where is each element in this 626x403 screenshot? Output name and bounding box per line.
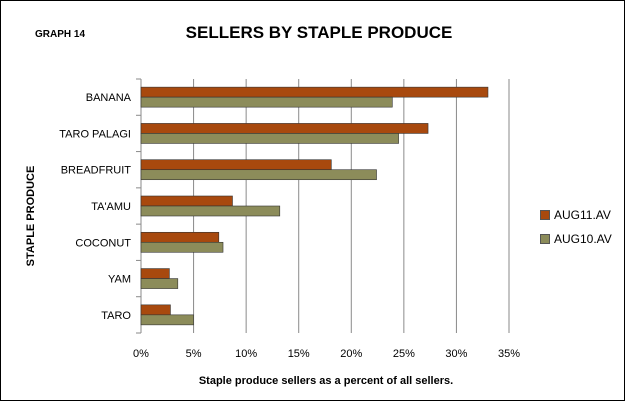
x-tick-label: 15%	[288, 348, 310, 360]
category-label: YAM	[108, 274, 131, 286]
bar-aug10	[140, 314, 194, 326]
x-tick-label: 10%	[235, 348, 257, 360]
bar-aug11	[140, 123, 429, 134]
y-axis-label: STAPLE PRODUCE	[25, 165, 37, 267]
category-label: BREADFRUIT	[61, 165, 132, 177]
chart-title: SELLERS BY STAPLE PRODUCE	[185, 23, 453, 42]
legend-swatch-aug10	[540, 234, 550, 244]
bar-aug10	[140, 133, 399, 144]
x-tick-label: 30%	[445, 348, 467, 360]
bar-aug11	[140, 159, 332, 171]
bar-aug11	[140, 195, 233, 207]
x-tick-label: 20%	[340, 348, 362, 360]
bar-aug10	[140, 241, 224, 253]
bar-aug11	[140, 86, 489, 98]
bar-aug10	[140, 278, 179, 289]
bar-aug11	[140, 231, 220, 243]
graph-label: GRAPH 14	[35, 29, 86, 40]
legend-swatch-aug11	[540, 210, 550, 220]
legend-item-aug11: AUG11.AV	[540, 207, 612, 223]
bar-aug10	[140, 96, 393, 108]
category-label: TARO	[101, 310, 131, 322]
bar-aug11	[140, 304, 171, 316]
legend-item-aug10: AUG10.AV	[540, 231, 612, 247]
category-label: TA'AMU	[91, 201, 131, 213]
legend: AUG11.AV AUG10.AV	[540, 207, 612, 255]
legend-label-aug11: AUG11.AV	[554, 208, 611, 222]
bar-aug11	[140, 268, 170, 279]
x-tick-label: 0%	[133, 348, 149, 360]
category-label: TARO PALAGI	[59, 128, 131, 140]
bar-aug10	[140, 205, 281, 217]
x-tick-label: 5%	[186, 348, 202, 360]
category-label: BANANA	[86, 92, 132, 104]
legend-label-aug10: AUG10.AV	[554, 232, 612, 246]
x-axis-label: Staple produce sellers as a percent of a…	[198, 375, 454, 387]
category-label: COCONUT	[75, 237, 131, 249]
bar-aug10	[140, 169, 377, 181]
x-tick-label: 35%	[498, 348, 520, 360]
x-tick-label: 25%	[393, 348, 415, 360]
